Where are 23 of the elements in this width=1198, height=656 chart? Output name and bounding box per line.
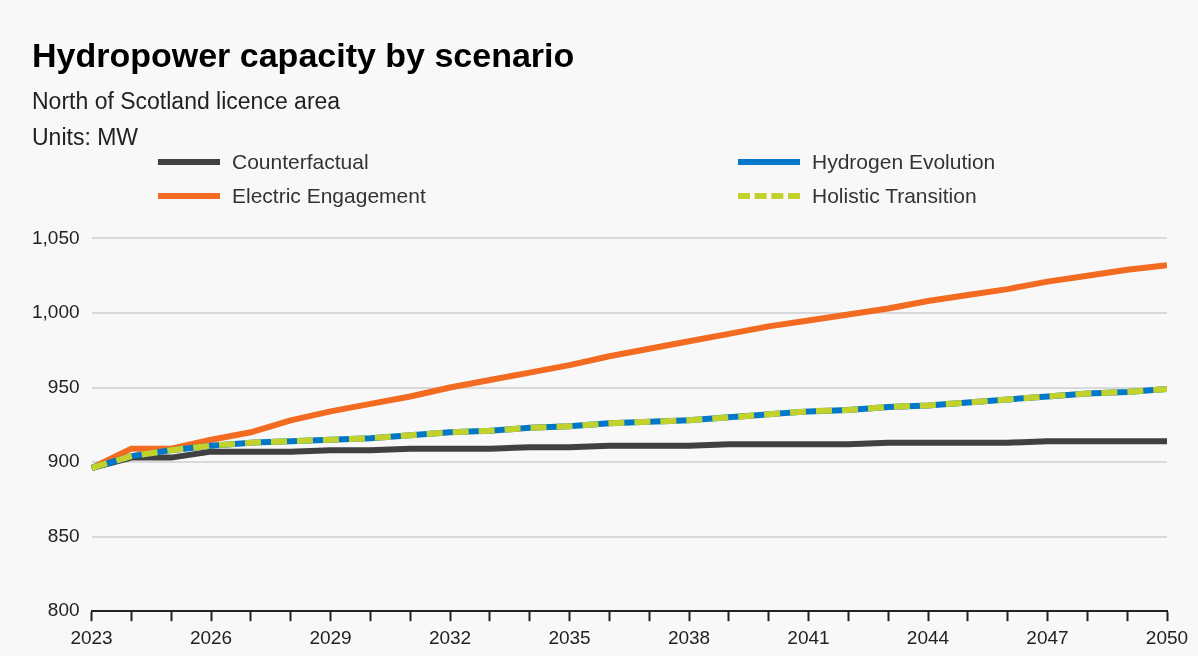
x-tick-label: 2038: [667, 626, 711, 648]
x-tick-label: 2044: [906, 626, 950, 648]
chart-subtitle: North of Scotland licence area: [32, 88, 341, 115]
legend-label: Counterfactual: [232, 150, 369, 174]
x-tick-label: 2029: [309, 626, 352, 648]
y-tick-label: 850: [47, 524, 80, 546]
y-tick-label: 950: [47, 375, 80, 397]
legend-label: Hydrogen Evolution: [812, 150, 996, 174]
y-tick-label: 800: [47, 599, 80, 621]
x-tick-label: 2041: [787, 626, 830, 648]
legend-label: Electric Engagement: [232, 184, 426, 208]
legend-label: Holistic Transition: [812, 184, 977, 208]
y-axis-title: Units: MW: [32, 124, 139, 151]
x-tick-label: 2023: [70, 626, 113, 648]
x-tick-label: 2032: [428, 626, 472, 648]
y-tick-label: 1,050: [32, 226, 80, 248]
y-tick-label: 1,000: [32, 301, 80, 323]
chart-title: Hydropower capacity by scenario: [32, 36, 575, 75]
x-tick-label: 2026: [189, 626, 233, 648]
x-tick-label: 2035: [548, 626, 591, 648]
x-tick-label: 2050: [1145, 626, 1189, 648]
y-tick-label: 900: [47, 450, 80, 472]
x-tick-label: 2047: [1026, 626, 1069, 648]
